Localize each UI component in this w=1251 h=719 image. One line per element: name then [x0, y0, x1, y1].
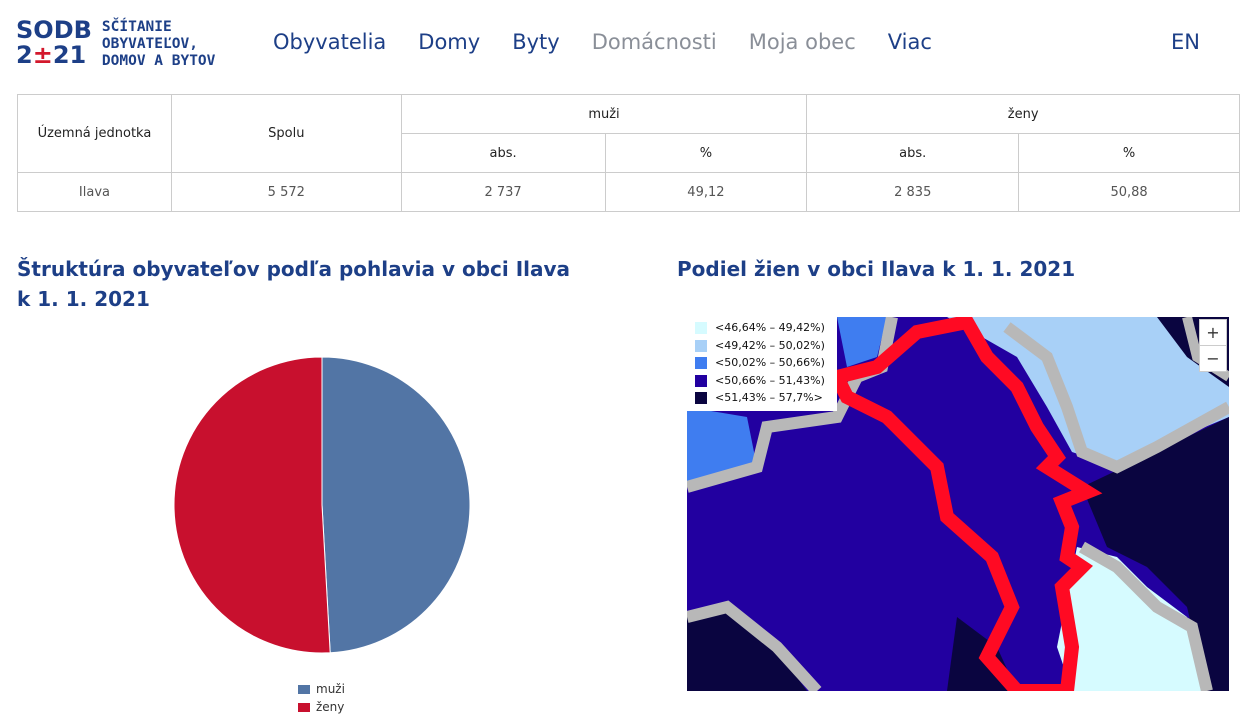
cell-men-abs: 2 737: [400, 172, 606, 212]
nav-byty[interactable]: Byty: [512, 30, 560, 54]
map-legend-item[interactable]: <46,64% – 49,42%): [695, 319, 837, 337]
map-legend-label: <50,66% – 51,43%): [715, 373, 825, 387]
nav-domy[interactable]: Domy: [418, 30, 481, 54]
legend-item-women[interactable]: ženy: [298, 698, 345, 716]
cell-total: 5 572: [170, 172, 402, 212]
map-legend-item[interactable]: <49,42% – 50,02%): [695, 337, 837, 355]
logo-line-1: SČÍTANIE: [101, 19, 172, 35]
zoom-control: + −: [1199, 319, 1227, 372]
col-header-men: muži: [400, 94, 808, 134]
map-legend-swatch: [695, 322, 707, 334]
map-title: Podiel žien v obci Ilava k 1. 1. 2021: [677, 257, 1076, 281]
nav-moja-obec[interactable]: Moja obec: [748, 30, 856, 54]
map-legend-label: <46,64% – 49,42%): [715, 321, 825, 334]
cell-women-pct: 50,88: [1018, 172, 1240, 212]
main-nav: Obyvatelia Domy Byty Domácnosti Moja obe…: [273, 30, 964, 54]
nav-viac[interactable]: Viac: [887, 30, 932, 54]
map-legend-swatch: [695, 392, 707, 404]
map-legend: <46,64% – 49,42%) <49,42% – 50,02%) <50,02…: [687, 317, 837, 411]
logo[interactable]: SODB 2±21 SČÍTANIE OBYVATEĽOV, DOMOV A B…: [16, 18, 215, 70]
zoom-out-button[interactable]: −: [1200, 345, 1226, 371]
map-legend-swatch: [695, 339, 707, 352]
cell-unit: Ilava: [17, 172, 172, 212]
subheader-men-pct: %: [604, 133, 808, 173]
map-legend-swatch: [695, 357, 707, 369]
nav-obyvatelia[interactable]: Obyvatelia: [273, 30, 387, 54]
map-legend-label: <51,43% – 57,7%>: [715, 391, 823, 404]
map-legend-label: <50,02% – 50,66%): [715, 356, 825, 369]
pie-legend: muži ženy: [298, 680, 345, 716]
map-legend-item[interactable]: <51,43% – 57,7%>: [695, 389, 837, 407]
map-legend-label: <49,42% – 50,02%): [715, 338, 825, 352]
map-canvas[interactable]: [687, 317, 1229, 691]
zoom-in-button[interactable]: +: [1206, 323, 1220, 342]
subheader-women-pct: %: [1018, 133, 1240, 173]
map-legend-item[interactable]: <50,66% – 51,43%): [695, 372, 837, 390]
col-header-women: ženy: [806, 94, 1240, 134]
pie-chart-title: Štruktúra obyvateľov podľa pohlavia v ob…: [17, 257, 571, 311]
nav-domacnosti[interactable]: Domácnosti: [591, 30, 717, 54]
pie-slice-men[interactable]: [321, 356, 471, 654]
legend-item-men[interactable]: muži: [298, 680, 345, 698]
logo-mark-top: SODB: [16, 16, 92, 44]
logo-line-2: OBYVATEĽOV,: [101, 36, 198, 52]
gender-pie-chart: [173, 356, 471, 654]
cell-women-abs: 2 835: [806, 172, 1020, 212]
pie-slice-women[interactable]: [173, 356, 331, 654]
choropleth-map[interactable]: <46,64% – 49,42%) <49,42% – 50,02%) <50,02…: [687, 317, 1229, 691]
logo-mark: SODB 2±21: [16, 18, 92, 68]
map-legend-item[interactable]: <50,02% – 50,66%): [695, 354, 837, 372]
subheader-men-abs: abs.: [400, 133, 606, 173]
logo-text: SČÍTANIE OBYVATEĽOV, DOMOV A BYTOV: [102, 19, 216, 70]
subheader-women-abs: abs.: [806, 133, 1020, 173]
col-header-unit: Územná jednotka: [17, 94, 172, 173]
population-table: Územná jednotka Spolu muži ženy abs. % a…: [17, 94, 1240, 212]
logo-mark-bottom: 2±21: [16, 41, 87, 69]
language-switch[interactable]: EN: [1171, 30, 1200, 54]
logo-line-3: DOMOV A BYTOV: [101, 53, 216, 69]
cell-men-pct: 49,12: [604, 172, 808, 212]
map-legend-swatch: [695, 374, 707, 387]
table-row: Ilava 5 572 2 737 49,12 2 835 50,88: [17, 172, 1240, 212]
col-header-total: Spolu: [170, 94, 402, 173]
